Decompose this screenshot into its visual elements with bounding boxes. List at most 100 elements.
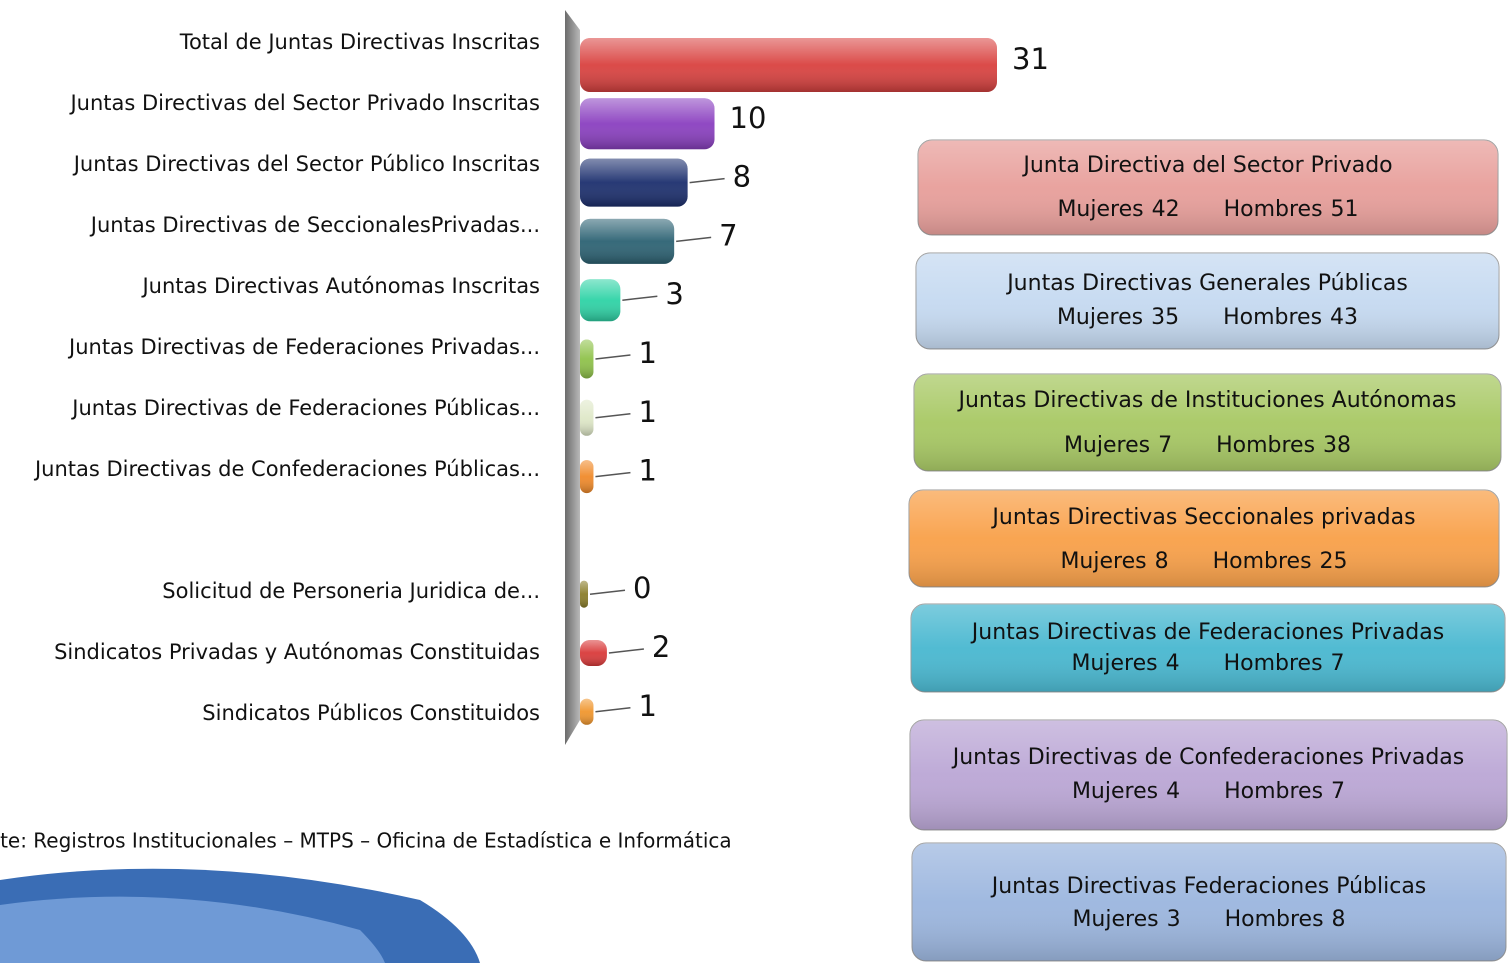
leader-line	[689, 177, 725, 184]
bar-group	[580, 98, 715, 150]
men-value: 8	[1332, 907, 1346, 932]
source: Fuente: Registros Institucionales – MTPS…	[0, 829, 732, 853]
value-label: 1	[638, 689, 656, 723]
axis-wall	[565, 10, 580, 745]
bar-group	[580, 38, 997, 92]
y-tick-label: Sindicatos Públicos Constituidos	[202, 701, 540, 725]
women-label: Mujeres	[1072, 779, 1158, 804]
value-label: 1	[638, 454, 656, 488]
women-label: Mujeres	[1060, 549, 1146, 574]
bar-gloss	[580, 640, 607, 666]
y-tick-label: Juntas Directivas del Sector Público Ins…	[72, 152, 540, 176]
men-value: 38	[1323, 433, 1351, 458]
bar-group	[580, 460, 594, 494]
women-label: Mujeres	[1071, 651, 1157, 676]
men-value: 7	[1331, 651, 1345, 676]
box-counts: Mujeres 3 Hombres 8	[1072, 907, 1345, 932]
box-counts: Mujeres 35 Hombres 43	[1057, 305, 1358, 330]
bar-gloss	[580, 399, 594, 436]
bar-gloss	[580, 339, 594, 379]
leader-line	[622, 295, 658, 301]
men-label: Hombres	[1216, 433, 1315, 458]
decoration	[0, 896, 385, 963]
women-value: 42	[1152, 197, 1180, 222]
box-title: Juntas Directivas Federaciones Públicas	[990, 874, 1427, 899]
box-counts: Mujeres 7 Hombres 38	[1064, 433, 1351, 458]
men-value: 43	[1330, 305, 1358, 330]
women-value: 35	[1151, 305, 1179, 330]
bar-gloss	[580, 158, 688, 207]
women-label: Mujeres	[1057, 305, 1143, 330]
bar-group	[580, 640, 607, 666]
value-label: 31	[1012, 42, 1049, 76]
info-box-gloss	[916, 253, 1499, 349]
box-title: Juntas Directivas Seccionales privadas	[990, 505, 1415, 530]
y-tick-label: Juntas Directivas de Federaciones Públic…	[70, 396, 540, 420]
bar-group	[580, 279, 621, 322]
women-value: 7	[1158, 433, 1172, 458]
women-value: 3	[1167, 907, 1181, 932]
box-title: Juntas Directivas Generales Públicas	[1005, 271, 1408, 296]
value-label: 1	[638, 395, 656, 429]
leader-line	[595, 707, 631, 713]
info-box-gloss	[910, 720, 1507, 830]
women-label: Mujeres	[1057, 197, 1143, 222]
leader-line	[595, 413, 631, 419]
women-value: 4	[1166, 779, 1180, 804]
leader-line	[676, 236, 712, 243]
value-label: 7	[719, 218, 737, 252]
leader-line	[589, 589, 626, 595]
bar-group	[580, 399, 594, 436]
women-value: 8	[1155, 549, 1169, 574]
men-value: 7	[1331, 779, 1345, 804]
bar-group	[580, 698, 594, 725]
leader-line	[608, 648, 644, 654]
men-label: Hombres	[1224, 651, 1323, 676]
info-box-gloss	[912, 843, 1506, 961]
bar-gloss	[580, 38, 997, 92]
box-counts: Mujeres 8 Hombres 25	[1060, 549, 1347, 574]
y-tick-label: Juntas Directivas de SeccionalesPrivadas…	[89, 213, 540, 237]
men-value: 25	[1320, 549, 1348, 574]
box-counts: Mujeres 42 Hombres 51	[1057, 197, 1358, 222]
bar-group	[580, 158, 688, 207]
box-counts: Mujeres 4 Hombres 7	[1071, 651, 1344, 676]
y-tick-label: Sindicatos Privadas y Autónomas Constitu…	[54, 640, 540, 664]
value-label: 1	[638, 336, 656, 370]
bar-gloss	[580, 698, 594, 725]
y-tick-label: Juntas Directivas de Confederaciones Púb…	[33, 457, 540, 481]
info-box-gloss	[918, 140, 1498, 235]
box-title: Juntas Directivas de Confederaciones Pri…	[951, 745, 1465, 770]
women-label: Mujeres	[1064, 433, 1150, 458]
men-label: Hombres	[1225, 907, 1324, 932]
bar-gloss	[580, 98, 715, 150]
y-tick-label: Juntas Directivas del Sector Privado Ins…	[68, 91, 540, 115]
y-tick-label: Solicitud de Personeria Juridica de...	[162, 579, 540, 603]
value-label: 8	[733, 160, 751, 194]
value-label: 0	[633, 571, 651, 605]
men-label: Hombres	[1224, 779, 1323, 804]
men-label: Hombres	[1224, 197, 1323, 222]
leader-line	[595, 354, 631, 360]
y-tick-label: Juntas Directivas de Federaciones Privad…	[67, 335, 540, 359]
men-label: Hombres	[1223, 305, 1322, 330]
info-box-gloss	[914, 374, 1501, 471]
box-title: Juntas Directivas de Federaciones Privad…	[970, 620, 1444, 645]
women-label: Mujeres	[1072, 907, 1158, 932]
y-tick-label: Juntas Directivas Autónomas Inscritas	[140, 274, 540, 298]
bar-gloss	[580, 580, 588, 608]
bar-gloss	[580, 218, 675, 264]
women-value: 4	[1166, 651, 1180, 676]
leader-line	[595, 471, 631, 478]
bar-group	[580, 339, 594, 379]
bar-group	[580, 580, 588, 608]
value-label: 2	[652, 630, 670, 664]
value-label: 3	[665, 277, 683, 311]
bar-gloss	[580, 460, 594, 494]
box-title: Juntas Directivas de Instituciones Autón…	[956, 388, 1456, 413]
value-label: 10	[730, 101, 767, 135]
box-title: Junta Directiva del Sector Privado	[1021, 153, 1392, 178]
info-box-gloss	[909, 490, 1499, 587]
